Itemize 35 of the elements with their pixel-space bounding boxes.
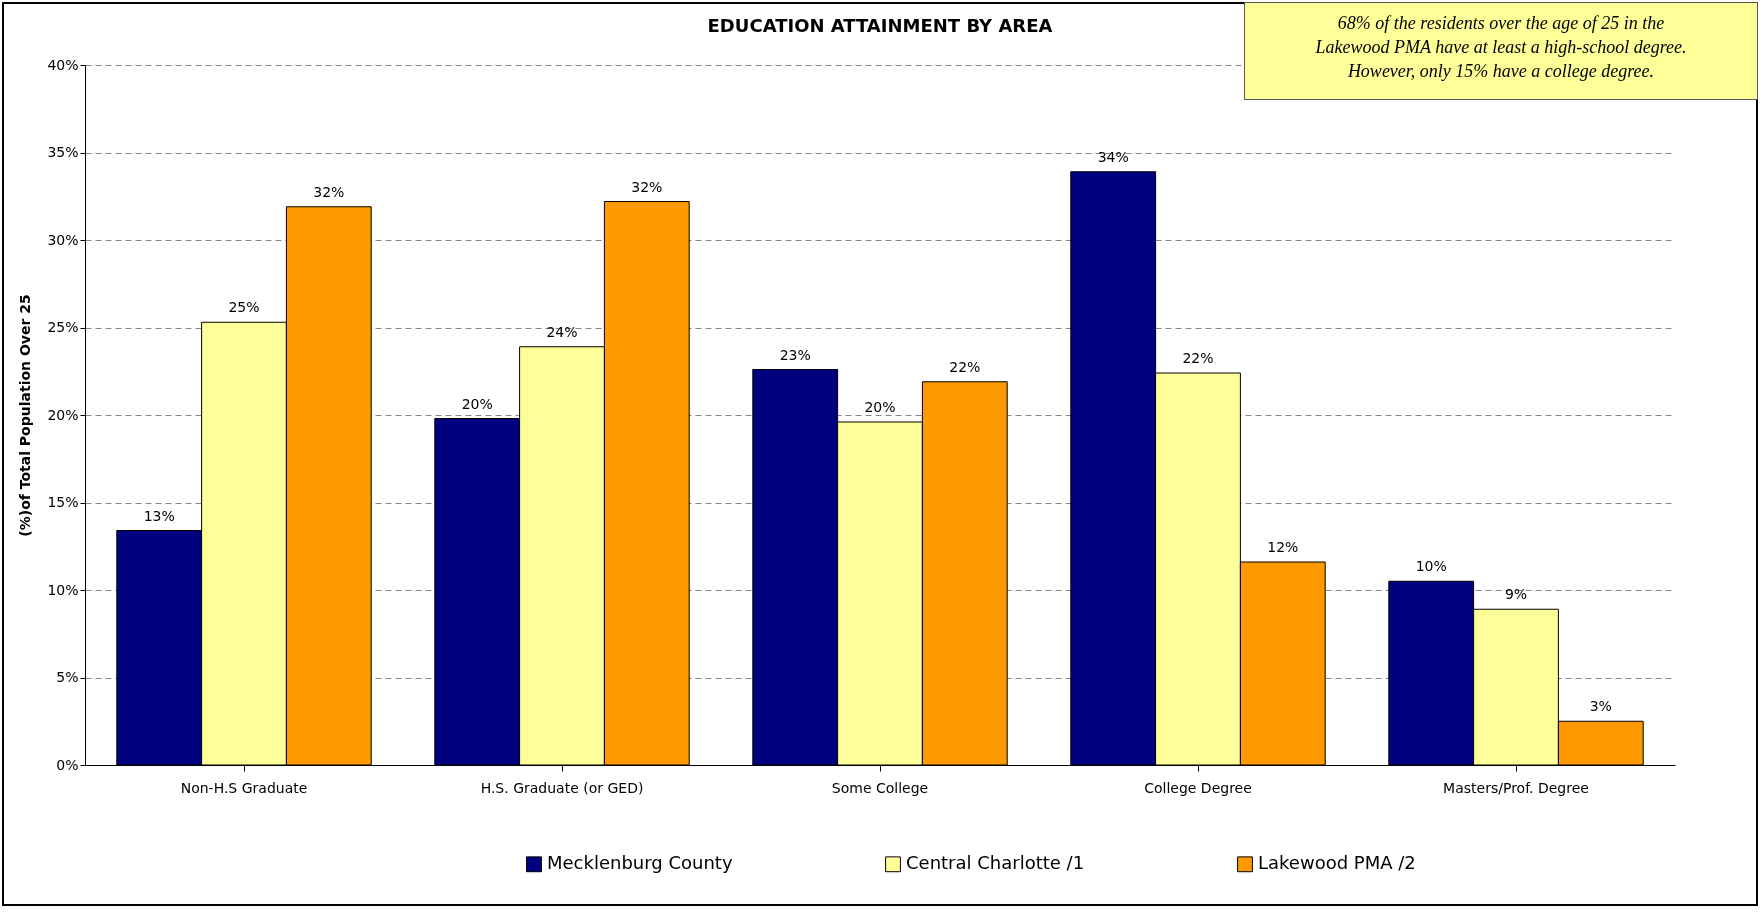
data-label: 3% [1589, 698, 1612, 715]
legend-label: Lakewood PMA /2 [1258, 852, 1416, 874]
y-tick-label: 25% [47, 319, 79, 335]
x-tick-label: H.S. Graduate (or GED) [480, 779, 644, 796]
y-tick-label: 0% [56, 756, 79, 773]
data-label: 34% [1097, 148, 1129, 165]
legend-label: Central Charlotte /1 [906, 852, 1085, 874]
y-tick-label: 20% [47, 406, 79, 423]
y-tick-label: 35% [47, 144, 79, 160]
data-label: 9% [1504, 586, 1528, 603]
y-tick-label: 30% [47, 231, 79, 248]
data-label: 25% [228, 299, 260, 316]
data-label: 23% [779, 346, 811, 363]
chart-title: EDUCATION ATTAINMENT BY AREA [707, 15, 1053, 36]
x-tick-label: Masters/Prof. Degree [1443, 779, 1589, 796]
data-label: 32% [631, 178, 663, 195]
legend-label: Mecklenburg County [547, 852, 733, 874]
data-label: 20% [864, 399, 896, 415]
data-label: 32% [313, 183, 345, 200]
data-label: 10% [1415, 558, 1447, 575]
x-tick-label: Some College [831, 779, 929, 796]
data-label: 22% [949, 358, 981, 375]
y-axis-title: (%)of Total Population Over 25 [17, 294, 34, 537]
y-tick-label: 40% [47, 56, 79, 73]
data-label: 12% [1267, 539, 1299, 555]
data-label: 24% [546, 323, 578, 340]
x-tick-label: College Degree [1144, 779, 1252, 796]
data-label: 20% [461, 395, 493, 412]
x-tick-label: Non-H.S Graduate [180, 779, 308, 796]
y-tick-label: 15% [47, 494, 79, 510]
y-tick-label: 10% [47, 581, 79, 598]
y-tick-label: 5% [56, 669, 79, 685]
data-label: 22% [1182, 350, 1214, 366]
data-label: 13% [143, 507, 175, 524]
callout-box: 68% of the residents over the age of 25 in the Lakewood PMA have at least a high-school degree. However, only 15% have a college degree. [1244, 2, 1758, 100]
